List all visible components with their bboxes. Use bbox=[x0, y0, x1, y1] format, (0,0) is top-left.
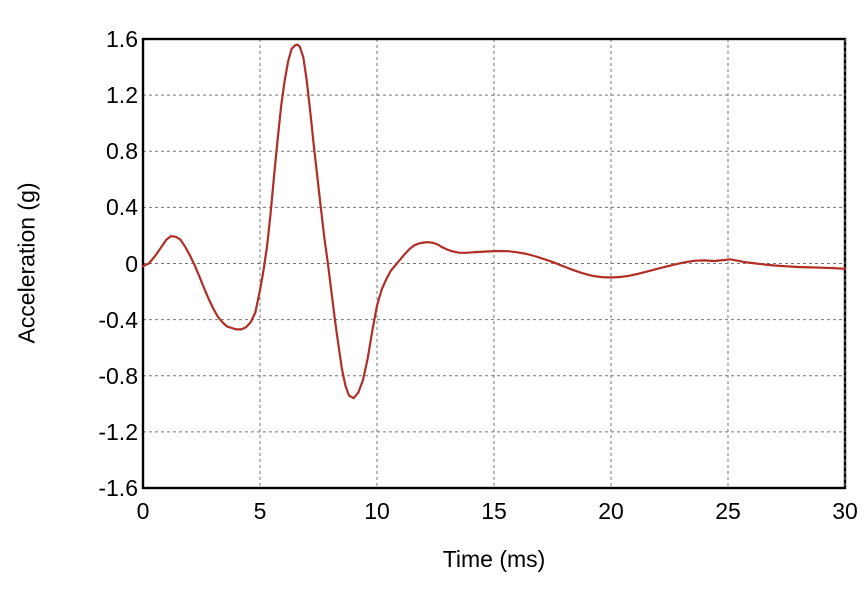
y-tick-label: -1.6 bbox=[98, 475, 138, 501]
x-tick-label: 30 bbox=[832, 498, 858, 524]
y-tick-label: 1.2 bbox=[106, 82, 138, 109]
y-tick-label: -1.2 bbox=[98, 418, 138, 445]
x-tick-label: 20 bbox=[598, 498, 624, 524]
acceleration-trace-curve bbox=[141, 43, 847, 400]
x-axis-title: Time (ms) bbox=[442, 546, 546, 572]
y-tick-label: 0 bbox=[125, 250, 138, 277]
y-tick-label: -0.4 bbox=[98, 306, 138, 333]
y-tick-label: 0.4 bbox=[106, 194, 138, 221]
y-tick-label: -0.8 bbox=[98, 362, 138, 389]
y-tick-label: 1.6 bbox=[106, 26, 138, 52]
x-tick-label: 25 bbox=[715, 498, 741, 524]
x-tick-label: 15 bbox=[481, 498, 507, 524]
y-tick-label: 0.8 bbox=[106, 138, 138, 165]
x-tick-label: 5 bbox=[253, 498, 267, 524]
x-tick-label: 10 bbox=[364, 498, 390, 524]
y-axis-title: Acceleration (g) bbox=[13, 182, 40, 344]
x-tick-label: 0 bbox=[136, 498, 150, 524]
